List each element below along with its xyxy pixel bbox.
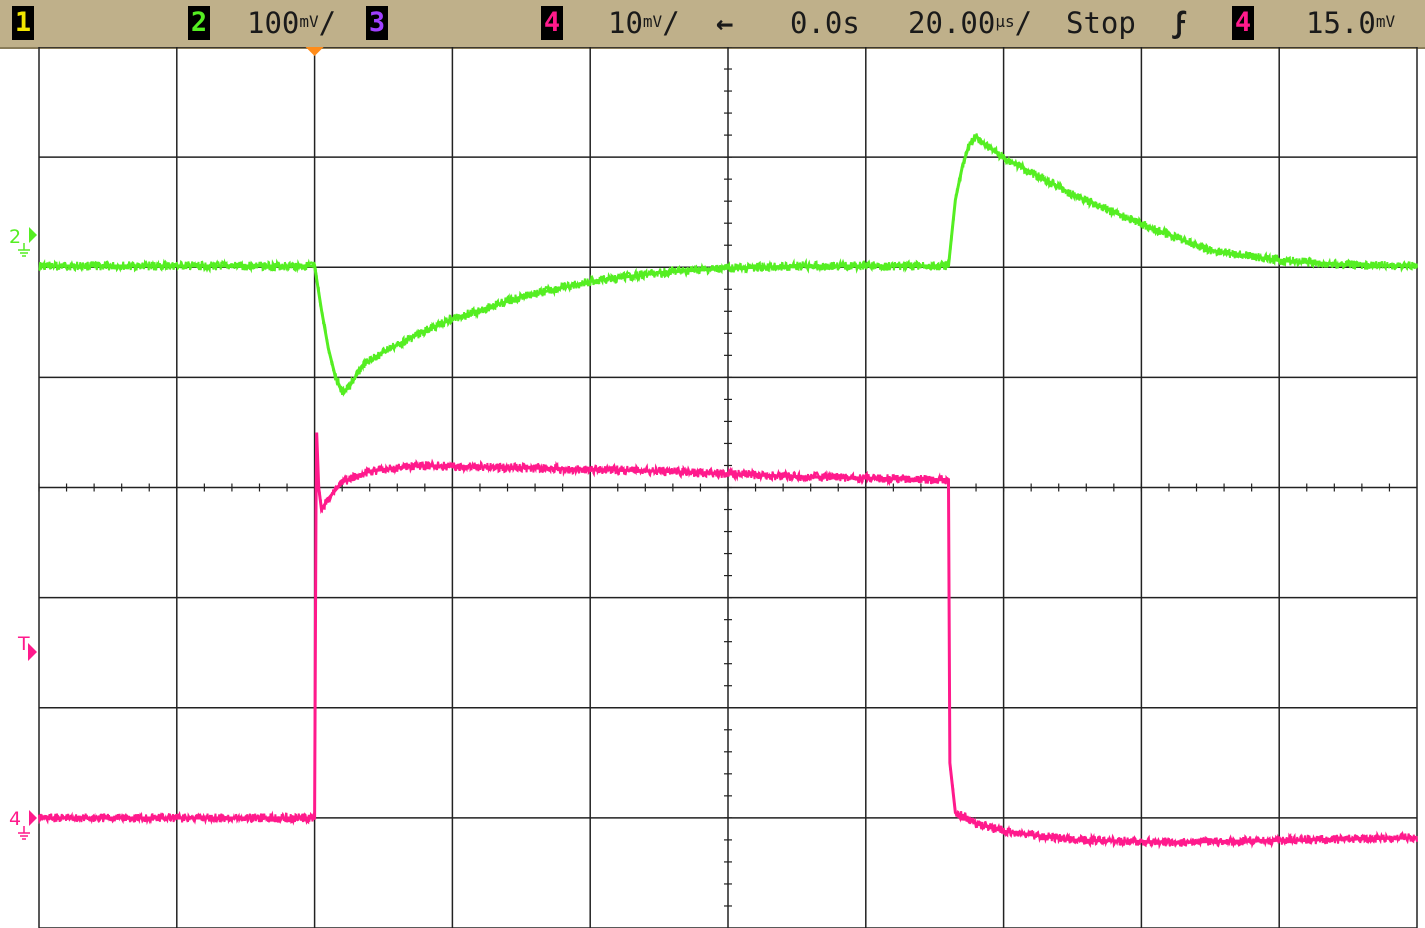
- trigger-level-value: 15.0: [1306, 6, 1376, 40]
- scope-display: 2 4 T: [9, 47, 1418, 928]
- ch2-scale-value: 100: [247, 6, 300, 40]
- timebase[interactable]: 20.00µs/: [908, 0, 1032, 47]
- trigger-slope-icon: ϝ: [1172, 6, 1190, 40]
- delay-arrow-icon: ←: [716, 6, 734, 40]
- trigger-level-arrow-icon: [28, 643, 37, 661]
- ch2-ground-arrow-icon: [29, 227, 37, 243]
- ch2-scale[interactable]: 100mV/: [247, 0, 336, 47]
- ch4-badge[interactable]: 4: [541, 6, 563, 40]
- timebase-suffix: /: [1014, 6, 1033, 40]
- ch4-ground-arrow-icon: [29, 810, 37, 826]
- ch2-scale-units: mV: [299, 12, 319, 31]
- ch2-ground-symbol-icon: [18, 243, 30, 257]
- trace-ch2: [38, 133, 1418, 397]
- markers: 2 4 T: [9, 47, 324, 840]
- run-state[interactable]: Stop: [1066, 6, 1136, 40]
- ch2-scale-suffix: /: [318, 6, 337, 40]
- status-bar: 1 2 100mV/ 3 4 10mV/ ← 0.0s 20.00µs/ Sto…: [0, 0, 1425, 49]
- ch2-ground-label[interactable]: 2: [9, 226, 21, 248]
- trigger-level[interactable]: 15.0mV: [1306, 0, 1395, 47]
- trigger-time-marker-icon[interactable]: [305, 47, 324, 56]
- trace-ch2-mean: [39, 133, 1418, 396]
- trigger-level-units: mV: [1375, 12, 1396, 31]
- trigger-level-label[interactable]: T: [17, 633, 30, 655]
- trace-ch4-mean: [39, 432, 1418, 844]
- trigger-source-badge[interactable]: 4: [1232, 6, 1254, 40]
- ch4-ground-label[interactable]: 4: [9, 808, 21, 830]
- timebase-units: µs: [995, 12, 1015, 31]
- ch4-ground-symbol-icon: [18, 826, 30, 840]
- ch4-scale[interactable]: 10mV/: [608, 0, 680, 47]
- ch1-badge[interactable]: 1: [12, 6, 34, 40]
- timebase-value: 20.00: [908, 6, 996, 40]
- ch4-scale-units: mV: [642, 12, 663, 31]
- ch4-scale-value: 10: [608, 6, 643, 40]
- delay-value[interactable]: 0.0s: [790, 6, 860, 40]
- traces: [38, 133, 1418, 850]
- ch3-badge[interactable]: 3: [366, 6, 388, 40]
- ch4-scale-suffix: /: [662, 6, 680, 40]
- graticule: [38, 47, 1418, 928]
- ch2-badge[interactable]: 2: [188, 6, 210, 40]
